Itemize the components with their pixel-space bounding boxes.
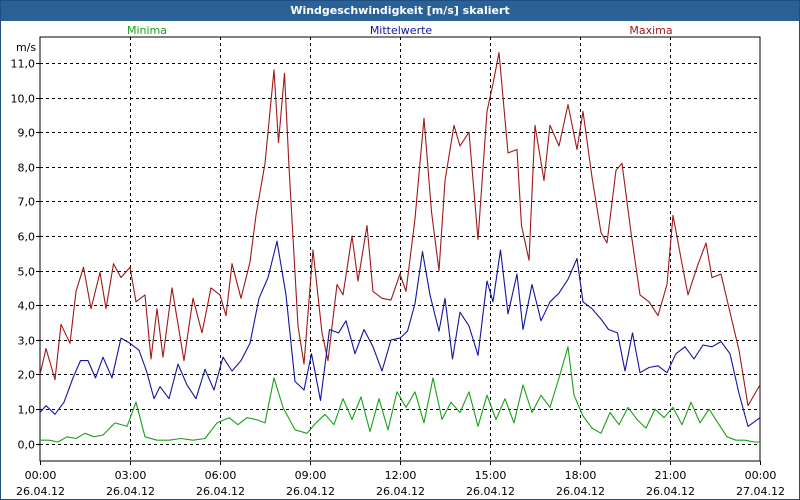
x-tick-date: 26.04.12 [196,485,245,498]
y-tick-label: 0,0 [18,439,36,452]
x-tick-time: 00:00 [25,469,57,482]
y-tick-label: 4,0 [18,300,36,313]
x-tick-time: 12:00 [385,469,417,482]
legend-maxima: Maxima [629,24,672,37]
x-tick-date: 27.04.12 [736,485,785,498]
x-tick-date: 26.04.12 [286,485,335,498]
y-tick-label: 1,0 [18,404,36,417]
x-tick-time: 06:00 [205,469,237,482]
legend: Maxima Mittelwerte Minima [127,24,673,37]
x-tick-date: 26.04.12 [16,485,65,498]
window-title: Windgeschwindigkeit [m/s] skaliert [1,1,799,21]
x-tick-time: 03:00 [115,469,147,482]
x-tick-time: 00:00 [745,469,777,482]
x-tick-date: 26.04.12 [106,485,155,498]
x-tick-date: 26.04.12 [466,485,515,498]
x-tick-time: 15:00 [475,469,507,482]
x-tick-date: 26.04.12 [646,485,695,498]
x-tick-date: 26.04.12 [556,485,605,498]
y-tick-label: 9,0 [18,127,36,140]
y-tick-label: 8,0 [18,162,36,175]
x-tick-time: 18:00 [565,469,597,482]
y-axis-label: m/s [16,41,36,54]
series-line-maxima [39,52,761,407]
y-tick-label: 10,0 [11,93,36,106]
y-tick-label: 6,0 [18,231,36,244]
x-tick-time: 09:00 [295,469,327,482]
y-tick-label: 5,0 [18,266,36,279]
y-tick-label: 2,0 [18,369,36,382]
series-lines [39,52,761,443]
x-tick-time: 21:00 [655,469,687,482]
series-line-mittelwerte [39,240,761,427]
y-tick-label: 11,0 [11,58,36,71]
x-tick-date: 26.04.12 [376,485,425,498]
y-axis: 0,0 1,0 2,0 3,0 4,0 5,0 6,0 7,0 8,0 9,0 10,0 11,0 [11,58,40,452]
legend-minima: Minima [127,24,167,37]
x-axis: 00:00 26.04.12 03:00 26.04.12 06:00 26.04.12 0… [16,461,785,498]
y-tick-label: 7,0 [18,196,36,209]
legend-mittelwerte: Mittelwerte [370,24,433,37]
series-line-minima [40,346,760,443]
y-tick-label: 3,0 [18,335,36,348]
